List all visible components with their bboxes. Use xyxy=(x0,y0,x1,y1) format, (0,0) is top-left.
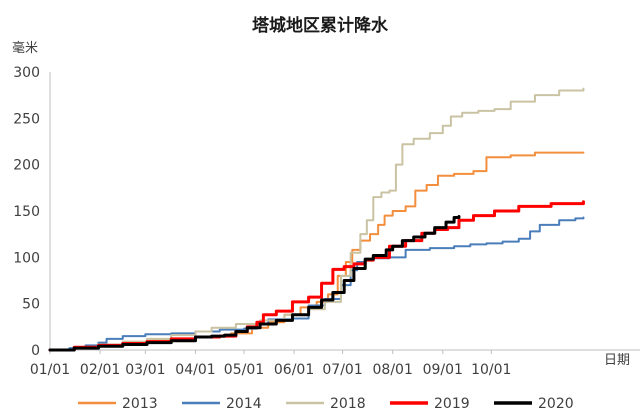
y-tick-label: 200 xyxy=(13,158,40,174)
series-line-2019 xyxy=(48,200,585,352)
x-tick-label: 06/01 xyxy=(274,362,314,378)
chart-title: 塔城地区累计降水 xyxy=(252,15,389,36)
x-axis-label: 日期 xyxy=(604,353,630,368)
series-line-2020 xyxy=(48,215,461,352)
x-tick-label: 03/01 xyxy=(125,362,165,378)
x-tick-label: 07/01 xyxy=(322,362,362,378)
x-tick-labels: 01/01 02/01 03/01 04/01 05/01 06/01 07/01 08/01… xyxy=(30,350,511,378)
series-line-2013 xyxy=(49,151,585,351)
x-tick-label: 04/01 xyxy=(175,362,215,378)
x-tick-label: 08/01 xyxy=(373,362,413,378)
x-tick-label: 10/01 xyxy=(471,362,511,378)
series-line-2018 xyxy=(49,87,585,351)
series-lines xyxy=(48,87,585,352)
y-tick-label: 50 xyxy=(22,297,40,313)
x-tick-label: 02/01 xyxy=(80,362,120,378)
legend-label-2013: 2013 xyxy=(122,396,158,412)
y-tick-label: 250 xyxy=(13,111,40,127)
y-tick-label: 150 xyxy=(13,204,40,220)
legend-label-2018: 2018 xyxy=(330,396,366,412)
y-tick-label: 0 xyxy=(31,343,40,359)
series-line-2014 xyxy=(49,216,585,351)
x-tick-label: 05/01 xyxy=(224,362,264,378)
y-tick-label: 300 xyxy=(13,65,40,81)
x-tick-label: 01/01 xyxy=(30,362,70,378)
legend-label-2019: 2019 xyxy=(434,396,470,412)
legend-label-2014: 2014 xyxy=(226,396,262,412)
y-axis-label: 毫米 xyxy=(12,40,38,56)
legend-label-2020: 2020 xyxy=(538,396,574,412)
x-tick-label: 09/01 xyxy=(423,362,463,378)
y-tick-labels: 0 50 100 150 200 250 300 xyxy=(13,65,40,359)
y-tick-label: 100 xyxy=(13,250,40,266)
legend: 2013 2014 2018 2019 2020 xyxy=(78,396,574,412)
